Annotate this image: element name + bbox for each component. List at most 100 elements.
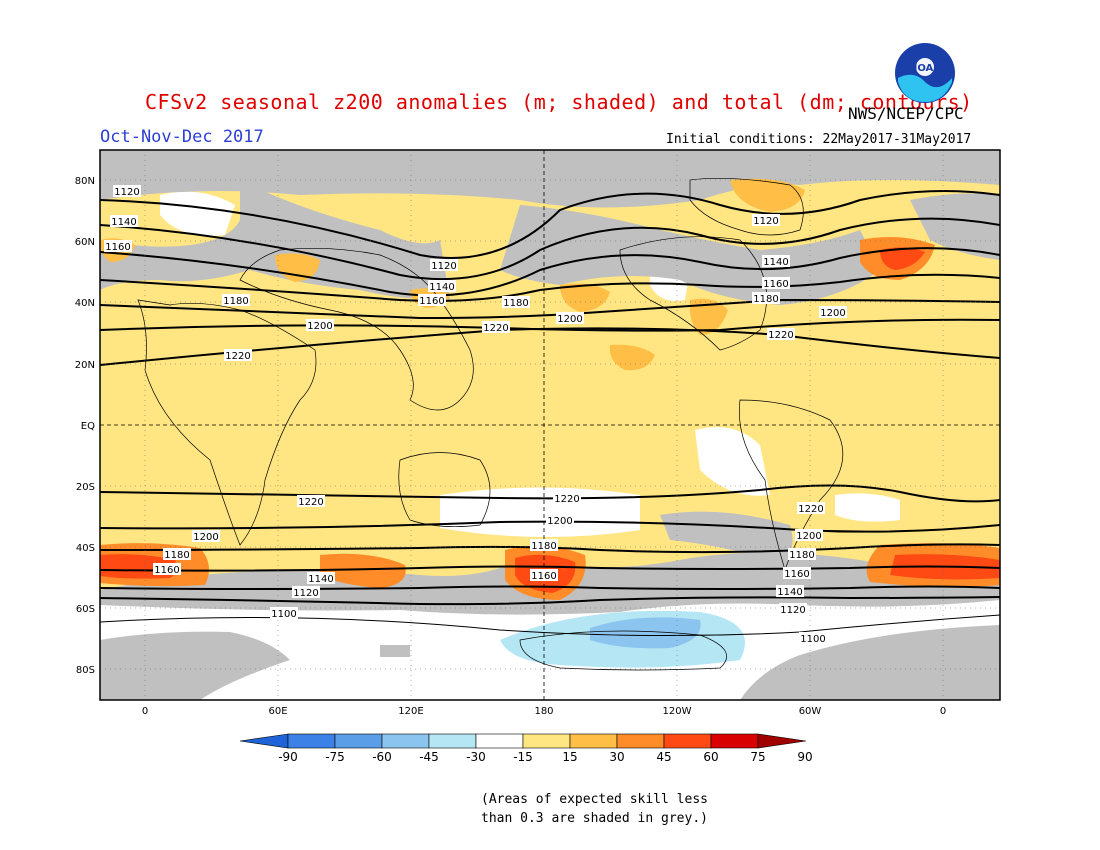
contour-label: 1160 bbox=[783, 567, 811, 580]
initial-conditions-label: Initial conditions: 22May2017-31May2017 bbox=[666, 132, 972, 147]
svg-text:1200: 1200 bbox=[193, 532, 218, 543]
lat-tick-label: EQ bbox=[81, 421, 95, 432]
lon-tick-label: 60W bbox=[799, 706, 822, 717]
contour-labels: 1120 1140 1160 1180 1200 1220 1120 1140 … bbox=[104, 185, 847, 645]
svg-text:1140: 1140 bbox=[308, 574, 333, 585]
svg-text:1180: 1180 bbox=[753, 294, 778, 305]
svg-text:1180: 1180 bbox=[531, 541, 556, 552]
latitude-axis: 80N 60N 40N 20N EQ 20S 40S 60S 80S bbox=[75, 176, 95, 676]
contour-label: 1120 bbox=[113, 185, 141, 198]
lat-tick-label: 20S bbox=[76, 482, 95, 493]
contour-label: 1120 bbox=[752, 214, 780, 227]
svg-text:1180: 1180 bbox=[164, 550, 189, 561]
colorbar-arrow-left bbox=[239, 733, 289, 749]
lon-tick-label: 0 bbox=[940, 706, 946, 717]
svg-text:1120: 1120 bbox=[780, 605, 805, 616]
svg-text:1100: 1100 bbox=[271, 609, 296, 620]
colorbar-label: 75 bbox=[750, 750, 765, 764]
colorbar-label: -45 bbox=[419, 750, 439, 764]
colorbar-label: -15 bbox=[513, 750, 533, 764]
anomaly-30-45 bbox=[275, 253, 320, 282]
colorbar-arrow-right bbox=[757, 733, 807, 749]
skill-note-line2: than 0.3 are shaded in grey.) bbox=[481, 811, 708, 826]
contour-label: 1160 bbox=[762, 277, 790, 290]
svg-text:1200: 1200 bbox=[307, 321, 332, 332]
colorbar: -90 -75 -60 -45 -30 -15 15 30 45 60 75 90 bbox=[239, 733, 813, 764]
contour-label: 1120 bbox=[430, 259, 458, 272]
colorbar-label: -30 bbox=[466, 750, 486, 764]
agency-label: NWS/NCEP/CPC bbox=[848, 104, 964, 123]
svg-text:1220: 1220 bbox=[554, 494, 579, 505]
low-skill-region bbox=[100, 150, 1000, 208]
contour-label: 1220 bbox=[553, 492, 581, 505]
contour-label: 1180 bbox=[752, 292, 780, 305]
skill-note-line1: (Areas of expected skill less bbox=[481, 792, 708, 807]
contour-label: 1100 bbox=[270, 607, 298, 620]
contour-label: 1200 bbox=[546, 514, 574, 527]
colorbar-label: 15 bbox=[562, 750, 577, 764]
contour-label: 1180 bbox=[502, 296, 530, 309]
contour-label: 1140 bbox=[110, 215, 138, 228]
contour-label: 1120 bbox=[292, 586, 320, 599]
svg-text:1140: 1140 bbox=[763, 257, 788, 268]
contour-label: 1220 bbox=[797, 502, 825, 515]
contour-label: 1120 bbox=[779, 603, 807, 616]
low-skill-region bbox=[100, 180, 450, 300]
colorbar-swatch bbox=[334, 733, 383, 749]
neutral-region bbox=[835, 493, 900, 522]
anomaly-30-45 bbox=[560, 283, 610, 312]
plot-frame bbox=[99, 149, 1001, 701]
contour-label: 1140 bbox=[307, 572, 335, 585]
svg-text:1140: 1140 bbox=[777, 587, 802, 598]
contour-label: 1140 bbox=[762, 255, 790, 268]
lat-tick-label: 80N bbox=[75, 176, 95, 187]
contour-label: 1180 bbox=[788, 548, 816, 561]
colorbar-swatch bbox=[569, 733, 618, 749]
svg-text:1160: 1160 bbox=[531, 571, 556, 582]
anomaly-30-45 bbox=[689, 298, 728, 335]
colorbar-label: -60 bbox=[372, 750, 392, 764]
svg-text:1160: 1160 bbox=[784, 569, 809, 580]
svg-text:1120: 1120 bbox=[293, 588, 318, 599]
lat-tick-label: 40S bbox=[76, 543, 95, 554]
colorbar-swatch bbox=[381, 733, 430, 749]
lon-tick-label: 60E bbox=[268, 706, 287, 717]
lat-tick-label: 80S bbox=[76, 665, 95, 676]
map-title: CFSv2 seasonal z200 anomalies (m; shaded… bbox=[145, 90, 973, 114]
longitude-axis: 0 60E 120E 180 120W 60W 0 bbox=[142, 706, 946, 717]
contour-label: 1140 bbox=[428, 280, 456, 293]
contour-label: 1160 bbox=[153, 563, 181, 576]
anomaly-field: 1120 1140 1160 1180 1200 1220 1120 1140 … bbox=[100, 150, 1000, 700]
svg-text:1120: 1120 bbox=[753, 216, 778, 227]
svg-text:1140: 1140 bbox=[429, 282, 454, 293]
contour-label: 1180 bbox=[222, 294, 250, 307]
lon-tick-label: 120E bbox=[398, 706, 423, 717]
colorbar-swatch bbox=[428, 733, 477, 749]
anomaly-30-45 bbox=[609, 344, 655, 371]
colorbar-label: 45 bbox=[656, 750, 671, 764]
colorbar-label: -75 bbox=[325, 750, 345, 764]
svg-text:1160: 1160 bbox=[763, 279, 788, 290]
colorbar-swatch bbox=[287, 733, 336, 749]
svg-text:1180: 1180 bbox=[789, 550, 814, 561]
neutral-region bbox=[160, 191, 235, 236]
contour-label: 1100 bbox=[799, 632, 827, 645]
noaa-logo-icon: NOAA bbox=[895, 43, 955, 103]
svg-text:1220: 1220 bbox=[798, 504, 823, 515]
lat-tick-label: 60S bbox=[76, 604, 95, 615]
neutral-region bbox=[440, 487, 640, 538]
colorbar-swatch bbox=[616, 733, 665, 749]
contour-label: 1180 bbox=[530, 539, 558, 552]
colorbar-swatch bbox=[663, 733, 712, 749]
lat-tick-label: 20N bbox=[75, 360, 95, 371]
contour-label: 1200 bbox=[556, 312, 584, 325]
contour-label: 1220 bbox=[482, 321, 510, 334]
lon-tick-label: 0 bbox=[142, 706, 148, 717]
contour-label: 1180 bbox=[163, 548, 191, 561]
height-contours bbox=[100, 190, 1000, 606]
contour-label: 1200 bbox=[795, 529, 823, 542]
svg-text:1180: 1180 bbox=[223, 296, 248, 307]
neutral-region bbox=[695, 427, 770, 496]
svg-text:1100: 1100 bbox=[800, 634, 825, 645]
noaa-logo-text: NOAA bbox=[909, 63, 941, 74]
